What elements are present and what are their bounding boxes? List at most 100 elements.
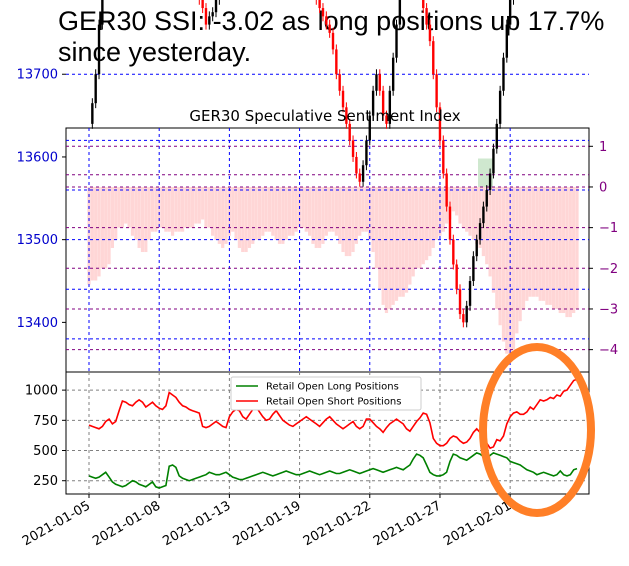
ssi-bar — [244, 186, 248, 253]
ssi-bar — [471, 186, 475, 240]
ssi-bar — [558, 186, 562, 314]
ssi-bar — [211, 186, 215, 236]
ssi-bar — [441, 186, 445, 232]
candle-body — [428, 24, 432, 42]
ssi-bar — [321, 186, 325, 244]
candle-body — [388, 90, 392, 124]
ssi-bar — [338, 186, 342, 244]
candle-body — [465, 305, 468, 323]
ssi-bar — [110, 186, 114, 248]
candle-body — [325, 16, 328, 25]
ssi-bar — [458, 186, 462, 224]
ssi-bar — [451, 186, 455, 212]
candle-body — [508, 0, 512, 25]
ssi-bar — [518, 186, 522, 322]
ssi-bar — [324, 186, 328, 236]
ssi-bar — [207, 186, 211, 228]
positions-tick-label: 250 — [33, 474, 58, 489]
ssi-bar — [154, 186, 158, 232]
ssi-tick-label: 0 — [599, 180, 607, 195]
ssi-bar — [461, 186, 465, 228]
price-tick-label: 13600 — [17, 150, 58, 165]
candle-body — [492, 148, 495, 174]
candle-body — [448, 206, 452, 240]
ssi-bar — [388, 186, 392, 309]
ssi-bar — [358, 186, 362, 236]
ssi-bar — [164, 186, 168, 232]
ssi-bar — [455, 186, 459, 216]
candle-body — [361, 165, 365, 182]
ssi-bar — [528, 186, 532, 297]
candle-body — [328, 24, 331, 33]
ssi-bar — [364, 186, 369, 232]
legend-label: Retail Open Short Positions — [266, 397, 401, 408]
ssi-bar — [87, 186, 91, 285]
ssi-bar — [150, 186, 155, 232]
candle-body — [432, 41, 435, 75]
candle-body — [452, 239, 455, 265]
ssi-bar — [308, 186, 312, 236]
ssi-bar — [408, 186, 412, 285]
ssi-bar — [398, 186, 402, 297]
ssi-bar — [548, 186, 552, 305]
ssi-bar — [271, 186, 275, 236]
ssi-bar — [231, 186, 235, 232]
ssi-tick-label: 1 — [599, 140, 607, 155]
x-tick-label: 2021-01-22 — [301, 498, 374, 549]
positions-tick-label: 1000 — [25, 384, 58, 399]
ssi-bar — [314, 186, 318, 248]
candle-body — [488, 173, 492, 191]
ssi-bar — [120, 186, 125, 228]
ssi-bar — [351, 186, 355, 253]
ssi-bar — [264, 186, 268, 232]
ssi-bar — [177, 186, 181, 232]
candle-body — [338, 74, 341, 91]
sentiment-panel: 134001350013600137001380010−1−2−3−4 — [17, 0, 618, 373]
ssi-tick-label: −3 — [599, 302, 618, 317]
candle-body — [204, 8, 208, 25]
x-axis: 2021-01-052021-01-082021-01-132021-01-19… — [20, 494, 514, 549]
ssi-bar — [485, 186, 489, 265]
positions-tick-label: 750 — [33, 414, 58, 429]
ssi-bar — [515, 186, 519, 334]
ssi-bar — [224, 186, 228, 244]
candle-body — [475, 239, 478, 257]
ssi-bar — [435, 186, 439, 240]
ssi-bar — [247, 186, 252, 248]
ssi-bar — [468, 186, 472, 236]
ssi-bar — [124, 186, 128, 224]
candle-body — [502, 57, 505, 91]
candle-body — [445, 173, 448, 207]
ssi-bar — [180, 186, 185, 232]
candle-body — [462, 314, 465, 323]
ssi-bar — [204, 186, 208, 228]
price-tick-label: 13400 — [17, 316, 58, 331]
ssi-bar — [411, 186, 415, 277]
ssi-bar — [174, 186, 178, 232]
candle-body — [455, 264, 458, 290]
ssi-bar — [498, 186, 502, 326]
ssi-tick-label: −4 — [599, 343, 618, 358]
candle-body — [425, 8, 428, 25]
ssi-bar — [438, 186, 442, 236]
candle-body — [468, 281, 472, 306]
ssi-bar — [488, 186, 492, 277]
ssi-bar — [291, 186, 295, 236]
ssi-bar — [391, 186, 395, 305]
ssi-bar — [371, 186, 375, 253]
ssi-bar — [127, 186, 131, 228]
candle-body — [438, 107, 442, 141]
candle-body — [371, 90, 375, 116]
candle-body — [91, 103, 94, 124]
candle-body — [318, 0, 321, 9]
ssi-bar — [257, 186, 262, 240]
ssi-bar — [525, 186, 529, 301]
ssi-bar — [277, 186, 282, 244]
ssi-bar — [565, 186, 569, 318]
ssi-bar — [221, 186, 225, 248]
price-tick-label: 13500 — [17, 233, 58, 248]
candle-body — [482, 206, 485, 224]
ssi-bar — [217, 186, 221, 244]
ssi-bar — [134, 186, 138, 240]
ssi-bar — [104, 186, 108, 269]
